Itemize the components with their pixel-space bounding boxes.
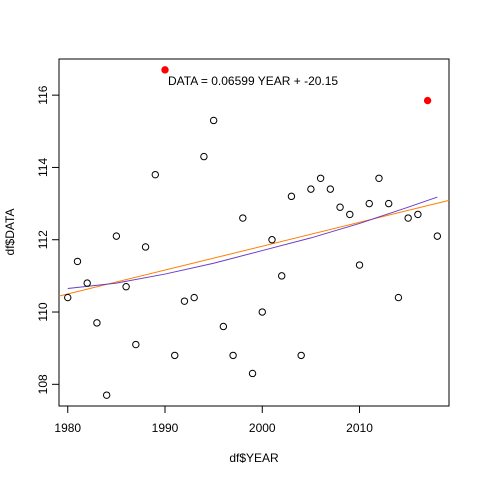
data-point <box>73 257 82 266</box>
data-point <box>278 272 286 280</box>
data-point <box>355 261 364 269</box>
regression-equation: DATA = 0.06599 YEAR + -20.15 <box>168 74 338 88</box>
plot-frame <box>58 58 450 407</box>
data-point <box>132 340 140 349</box>
y-tick-label: 116 <box>36 85 50 104</box>
data-point <box>307 185 315 193</box>
data-point <box>64 293 72 302</box>
data-point <box>385 199 393 208</box>
data-point <box>190 293 198 302</box>
data-point <box>151 170 159 179</box>
data-point <box>180 297 189 305</box>
y-axis: 108 110 112 114 116 <box>36 85 59 394</box>
data-point <box>316 174 325 182</box>
data-point <box>287 192 296 201</box>
data-point <box>414 210 422 219</box>
y-axis-title: df$DATA <box>3 209 17 256</box>
data-point <box>297 351 305 360</box>
data-point <box>375 174 383 182</box>
data-point <box>268 236 276 244</box>
data-point <box>200 152 208 161</box>
data-point <box>93 319 101 327</box>
data-point <box>141 243 150 251</box>
data-point <box>404 214 412 222</box>
data-point <box>394 293 403 302</box>
data-point <box>122 283 130 291</box>
data-point <box>219 322 228 331</box>
data-point <box>258 308 266 316</box>
x-tick-label: 1980 <box>54 421 81 435</box>
data-points <box>64 66 442 399</box>
x-tick-label: 2000 <box>249 421 276 435</box>
data-point <box>171 351 179 360</box>
data-point <box>433 232 442 240</box>
linear-fit-line <box>58 199 450 297</box>
data-point <box>346 210 354 219</box>
fit-lines <box>58 196 450 297</box>
data-point <box>112 232 121 240</box>
x-tick-label: 1990 <box>152 421 179 435</box>
data-point <box>326 185 335 193</box>
data-point <box>239 214 247 222</box>
y-tick-label: 108 <box>36 374 50 394</box>
y-tick-label: 110 <box>36 302 50 321</box>
x-axis-title: df$YEAR <box>229 451 279 465</box>
data-point <box>102 391 111 399</box>
data-point <box>209 116 218 125</box>
data-point <box>248 369 257 378</box>
highlighted-point <box>423 96 432 105</box>
highlighted-point <box>161 66 169 74</box>
data-point <box>83 279 91 287</box>
data-point <box>336 203 344 211</box>
data-point <box>365 199 373 208</box>
x-axis: 1980 1990 2000 2010 <box>54 406 373 435</box>
y-tick-label: 114 <box>36 158 50 177</box>
x-tick-label: 2010 <box>346 421 373 435</box>
smooth-fit-line <box>67 196 438 290</box>
data-point <box>229 351 237 360</box>
y-tick-label: 112 <box>36 230 50 249</box>
